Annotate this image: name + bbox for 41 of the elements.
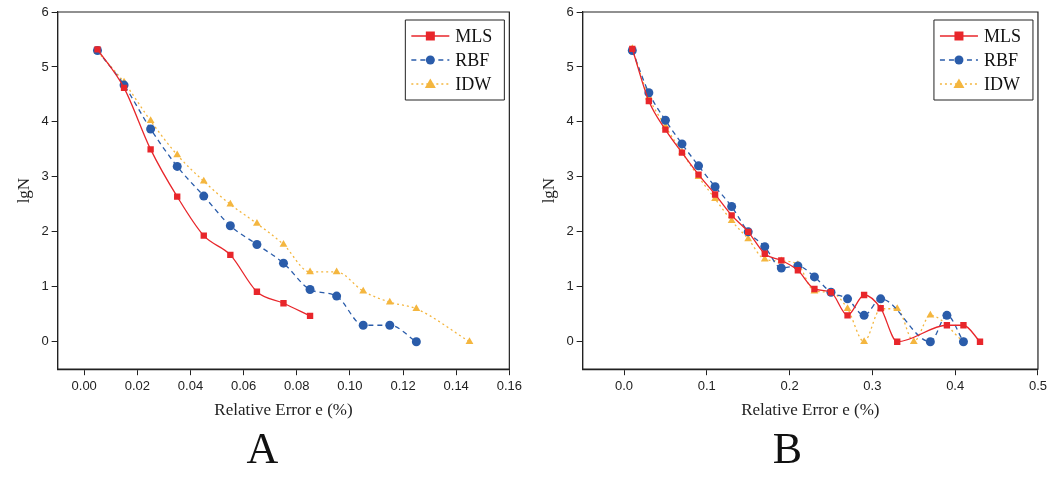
x-tick-label: 0.5 [1028,377,1047,393]
x-axis-title: Relative Error e (%) [214,400,353,420]
y-tick-label: 0 [41,333,49,349]
x-tick-label: 0.12 [390,377,416,393]
y-tick-label: 1 [41,278,49,294]
legend-label: RBF [455,49,490,70]
y-tick-label: 4 [41,113,49,129]
y-tick-label: 0 [566,333,574,349]
legend-label: MLS [455,25,493,46]
y-tick-label: 2 [41,223,49,239]
y-axis-title: lgN [538,177,558,204]
y-tick-label: 5 [566,58,574,74]
x-tick-label: 0.06 [230,377,257,393]
y-tick-label: 6 [41,3,49,19]
y-tick-label: 1 [566,278,574,294]
x-tick-label: 0.00 [71,377,97,393]
legend-label: IDW [455,73,492,94]
y-tick-label: 6 [566,3,574,19]
y-tick-label: 3 [566,168,574,184]
x-tick-label: 0.4 [946,377,965,393]
y-tick-label: 3 [41,168,49,184]
legend-label: IDW [983,73,1020,94]
x-tick-label: 0.1 [697,377,716,393]
x-tick-label: 0.2 [780,377,799,393]
legend-label: MLS [983,25,1021,46]
x-tick-label: 0.08 [284,377,310,393]
x-tick-label: 0.10 [337,377,363,393]
x-axis-title: Relative Error e (%) [741,400,880,420]
y-axis-title: lgN [13,177,33,204]
text: B [772,424,803,474]
x-tick-label: 0.16 [496,377,523,393]
x-tick-label: 0.0 [614,377,634,393]
y-tick-label: 2 [566,223,574,239]
x-tick-label: 0.14 [443,377,469,393]
y-tick-label: 4 [566,113,574,129]
x-tick-label: 0.04 [177,377,204,393]
x-tick-label: 0.3 [863,377,882,393]
y-tick-label: 5 [41,58,49,74]
text: A [246,424,279,474]
x-tick-label: 0.02 [124,377,150,393]
legend-label: RBF [983,49,1018,70]
